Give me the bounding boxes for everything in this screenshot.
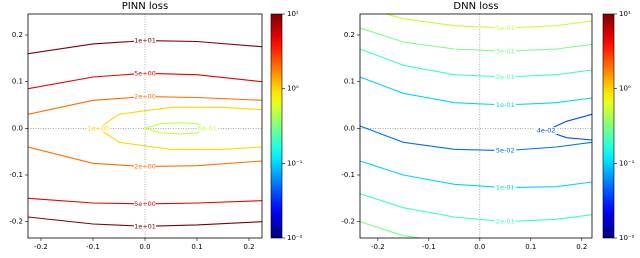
x-tick-label: 0.1 [525, 243, 536, 251]
plot-content: 5e-01 3e-01 2e-01 1e-01 5e-02 4e-02 1e-01 2e-01… [360, 14, 592, 249]
colorbar [270, 13, 283, 239]
contour-line [360, 48, 592, 78]
contour-label: 5e-01 [198, 124, 217, 132]
contour-line [360, 160, 592, 189]
contour-label: 3e-01 [496, 47, 515, 55]
y-tick-label: -0.2 [9, 218, 23, 226]
x-tick-label: -0.1 [86, 243, 100, 251]
colorbar-tick-label: 10⁰ [619, 85, 631, 93]
contour-line [360, 125, 592, 152]
x-tick-label: 0.0 [139, 243, 150, 251]
contour-line [360, 76, 592, 106]
contour-label: 1e-01 [496, 184, 515, 192]
contour-line [360, 27, 592, 52]
contour-label: 5e-01 [496, 24, 515, 32]
contour-line [360, 193, 592, 223]
contour-label: 1e+00 [87, 124, 109, 132]
contour-label: 2e-01 [496, 218, 515, 226]
colorbar-tick-label: 10¹ [619, 10, 631, 18]
contour-label: 2e+00 [134, 163, 156, 171]
y-tick-label: 0.0 [344, 124, 355, 132]
y-tick-label: -0.2 [341, 218, 355, 226]
colorbar [602, 13, 615, 239]
x-tick-label: 0.0 [474, 243, 485, 251]
chart-title: DNN loss [453, 1, 498, 12]
x-tick-label: 0.1 [191, 243, 202, 251]
colorbar-tick-label: 10⁰ [287, 85, 299, 93]
x-tick-label: -0.2 [371, 243, 385, 251]
y-tick-label: 0.1 [12, 78, 23, 86]
contour-label: 2e-01 [496, 73, 515, 81]
y-tick-label: -0.1 [9, 171, 23, 179]
colorbar-tick-label: 10¹ [287, 10, 299, 18]
colorbar-tick-label: 10⁻² [619, 234, 635, 242]
y-tick-label: 0.1 [344, 78, 355, 86]
contour-label: 5e+00 [134, 200, 156, 208]
y-tick-label: -0.1 [341, 171, 355, 179]
x-tick-label: -0.2 [34, 243, 48, 251]
colorbar-tick-label: 10⁻² [287, 234, 303, 242]
y-tick-label: 0.2 [12, 31, 23, 39]
plot-area [360, 14, 592, 238]
colorbar-tick-label: 10⁻¹ [287, 159, 303, 167]
contour-line [360, 221, 425, 238]
x-tick-label: 0.2 [243, 243, 254, 251]
contour-label: 4e-02 [537, 127, 556, 135]
x-tick-label: -0.1 [422, 243, 436, 251]
y-tick-label: 0.2 [344, 31, 355, 39]
contour-line [383, 14, 592, 29]
y-tick-label: 0.0 [12, 124, 23, 132]
plot-content: 1e+01 5e+00 2e+00 1e+00 5e-01 2e+00 5e+00 1e+01 [28, 14, 262, 238]
colorbar-tick-label: 10⁻¹ [619, 159, 635, 167]
plot-frame [359, 13, 593, 239]
contour-label: 1e+01 [134, 37, 156, 45]
contour-label: 5e+00 [134, 69, 156, 77]
contour-label: 1e-01 [496, 101, 515, 109]
contour-label: 1e+01 [134, 222, 156, 230]
chart-title: PINN loss [122, 1, 168, 12]
contour-label: 5e-02 [496, 147, 515, 155]
contour-label: 3e-01 [496, 241, 515, 249]
contour-label: 2e+00 [134, 93, 156, 101]
x-tick-label: 0.2 [576, 243, 587, 251]
